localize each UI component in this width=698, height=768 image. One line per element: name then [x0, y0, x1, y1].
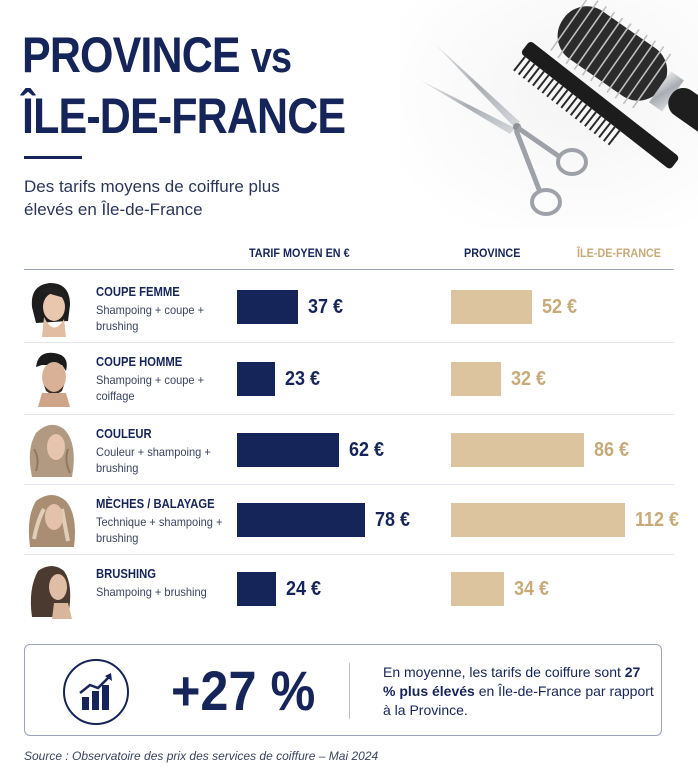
page-title: PROVINCE vs ÎLE-DE-FRANCE	[22, 26, 346, 145]
summary-callout: +27 % En moyenne, les tarifs de coiffure…	[24, 644, 662, 736]
source-note: Source : Observatoire des prix des servi…	[24, 749, 379, 763]
growth-chart-icon	[63, 659, 129, 725]
province-value-label: 62 €	[348, 439, 384, 461]
province-bar	[237, 503, 365, 537]
idf-value-label: 86 €	[594, 439, 630, 461]
title-underline	[24, 156, 82, 159]
idf-value-label: 52 €	[541, 296, 577, 318]
summary-text-bold: 27 % plus élevés	[383, 664, 641, 699]
summary-text-a: En moyenne, les tarifs de coiffure sont	[383, 664, 625, 680]
woman-short-hair-icon	[24, 277, 78, 337]
idf-bar	[451, 503, 625, 537]
idf-value-label: 112 €	[634, 509, 679, 531]
title-vs: vs	[250, 33, 292, 82]
service-description: Technique + shampoing + brushing	[96, 515, 223, 545]
comb-icon	[513, 42, 679, 169]
round-brush-icon	[550, 0, 698, 142]
province-value-label: 23 €	[284, 368, 320, 390]
service-description: Couleur + shampoing + brushing	[96, 445, 211, 475]
title-line2: ÎLE-DE-FRANCE	[22, 88, 346, 144]
province-value-label: 37 €	[307, 296, 343, 318]
column-header-province: PROVINCE	[464, 246, 521, 260]
service-description: Shampoing + brushing	[96, 585, 207, 599]
province-bar	[237, 362, 275, 396]
idf-bar	[451, 572, 504, 606]
service-name: MÈCHES / BALAYAGE	[96, 497, 215, 511]
service-description: Shampoing + coupe + coiffage	[96, 373, 205, 403]
province-value-label: 24 €	[286, 578, 322, 600]
province-bar	[237, 572, 277, 606]
row-divider	[24, 342, 674, 343]
idf-bar	[451, 362, 501, 396]
summary-text: En moyenne, les tarifs de coiffure sont …	[383, 663, 655, 720]
service-name: COUPE HOMME	[96, 355, 183, 369]
subtitle: Des tarifs moyens de coiffure plus élevé…	[24, 177, 280, 219]
idf-bar	[451, 290, 532, 324]
woman-balayage-hair-icon	[24, 489, 78, 549]
service-description: Shampoing + coupe + brushing	[96, 303, 205, 333]
summary-text-b: en Île-de-France par rapport à la Provin…	[383, 683, 654, 718]
header-divider	[24, 269, 674, 270]
province-value-label: 78 €	[374, 509, 410, 531]
province-bar	[237, 433, 339, 467]
title-line1: PROVINCE	[22, 27, 241, 83]
service-name: BRUSHING	[96, 567, 157, 581]
woman-long-hair-icon	[24, 559, 78, 619]
column-header-tarif: TARIF MOYEN EN €	[249, 246, 350, 260]
row-divider	[24, 554, 674, 555]
woman-wavy-hair-icon	[24, 419, 78, 479]
summary-percentage: +27 %	[171, 659, 316, 722]
row-divider	[24, 414, 674, 415]
row-divider	[24, 484, 674, 485]
man-short-hair-icon	[24, 347, 78, 407]
column-header-idf: ÎLE-DE-FRANCE	[577, 246, 661, 260]
idf-value-label: 34 €	[513, 578, 549, 600]
service-name: COULEUR	[96, 427, 152, 441]
scissors-icon	[420, 44, 588, 216]
service-name: COUPE FEMME	[96, 285, 180, 299]
idf-value-label: 32 €	[510, 368, 546, 390]
hair-tools-illustration	[400, 0, 698, 230]
province-bar	[237, 290, 298, 324]
idf-bar	[451, 433, 585, 467]
callout-divider	[349, 663, 350, 719]
